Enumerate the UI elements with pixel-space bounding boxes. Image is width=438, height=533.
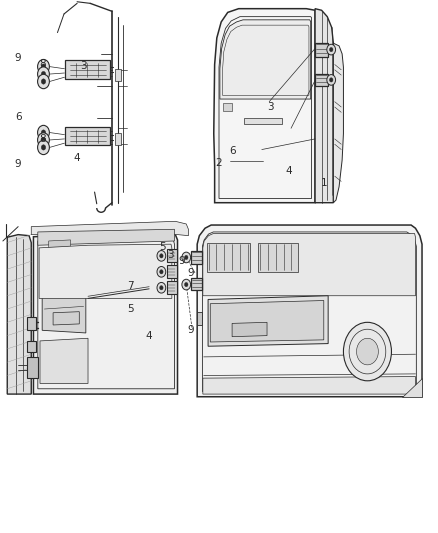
Circle shape [184,255,188,260]
Polygon shape [7,235,31,394]
Text: 4: 4 [146,330,152,341]
Circle shape [41,64,46,69]
Circle shape [182,279,191,290]
Polygon shape [203,376,416,394]
Text: 7: 7 [127,281,134,290]
Circle shape [38,60,49,74]
Polygon shape [27,357,38,378]
Circle shape [38,125,49,140]
Circle shape [38,133,49,147]
Polygon shape [115,69,121,82]
Polygon shape [191,251,202,264]
Text: 5: 5 [127,304,134,314]
Circle shape [41,130,46,135]
Text: 9: 9 [179,256,185,266]
Circle shape [41,138,46,143]
Polygon shape [315,9,333,203]
Polygon shape [244,118,283,124]
Polygon shape [40,338,88,383]
Text: 9: 9 [15,53,21,63]
Text: 3: 3 [167,250,173,260]
Circle shape [41,71,46,77]
Circle shape [159,286,163,290]
Polygon shape [33,231,177,394]
Polygon shape [49,240,71,251]
Polygon shape [207,243,251,272]
Polygon shape [220,20,311,99]
Polygon shape [214,9,315,203]
Text: 4: 4 [74,152,81,163]
Polygon shape [39,244,172,298]
Polygon shape [223,103,232,111]
Text: 6: 6 [229,146,235,156]
Circle shape [38,140,49,155]
Text: 9: 9 [187,325,194,335]
Polygon shape [208,296,328,346]
Polygon shape [166,265,177,278]
Circle shape [357,338,378,365]
Polygon shape [166,281,177,294]
Text: 2: 2 [215,158,223,168]
Polygon shape [203,233,416,296]
Text: 1: 1 [321,177,327,188]
Circle shape [41,145,46,150]
Circle shape [41,79,46,84]
Polygon shape [38,229,174,245]
Circle shape [343,322,392,381]
Polygon shape [232,322,267,337]
Text: 3: 3 [267,102,274,112]
Circle shape [327,75,336,85]
Text: 5: 5 [159,243,166,252]
Circle shape [329,47,333,52]
Polygon shape [258,243,297,272]
Polygon shape [65,60,110,79]
Polygon shape [315,74,328,86]
Polygon shape [197,225,422,397]
Polygon shape [191,278,202,290]
Polygon shape [31,221,188,236]
Polygon shape [166,249,177,262]
Text: 4: 4 [286,166,292,176]
Circle shape [157,266,166,277]
Text: 9: 9 [187,268,194,278]
Circle shape [38,67,49,81]
Text: 9: 9 [15,159,21,169]
Circle shape [329,78,333,82]
Circle shape [157,251,166,261]
Text: 8: 8 [39,134,46,144]
Polygon shape [333,43,343,203]
Polygon shape [115,133,121,146]
Circle shape [159,270,163,274]
Circle shape [157,282,166,293]
Circle shape [159,254,163,258]
Text: 8: 8 [39,60,46,69]
Text: 6: 6 [15,111,21,122]
Polygon shape [27,341,35,352]
Polygon shape [403,378,422,397]
Circle shape [327,44,336,55]
Polygon shape [210,301,324,342]
Polygon shape [27,317,35,330]
Polygon shape [315,43,328,56]
Circle shape [38,74,49,88]
Polygon shape [197,312,202,325]
Polygon shape [53,312,79,325]
Polygon shape [42,248,86,333]
Polygon shape [65,127,110,146]
Circle shape [184,282,188,287]
Circle shape [182,252,191,263]
Text: 3: 3 [80,61,87,70]
